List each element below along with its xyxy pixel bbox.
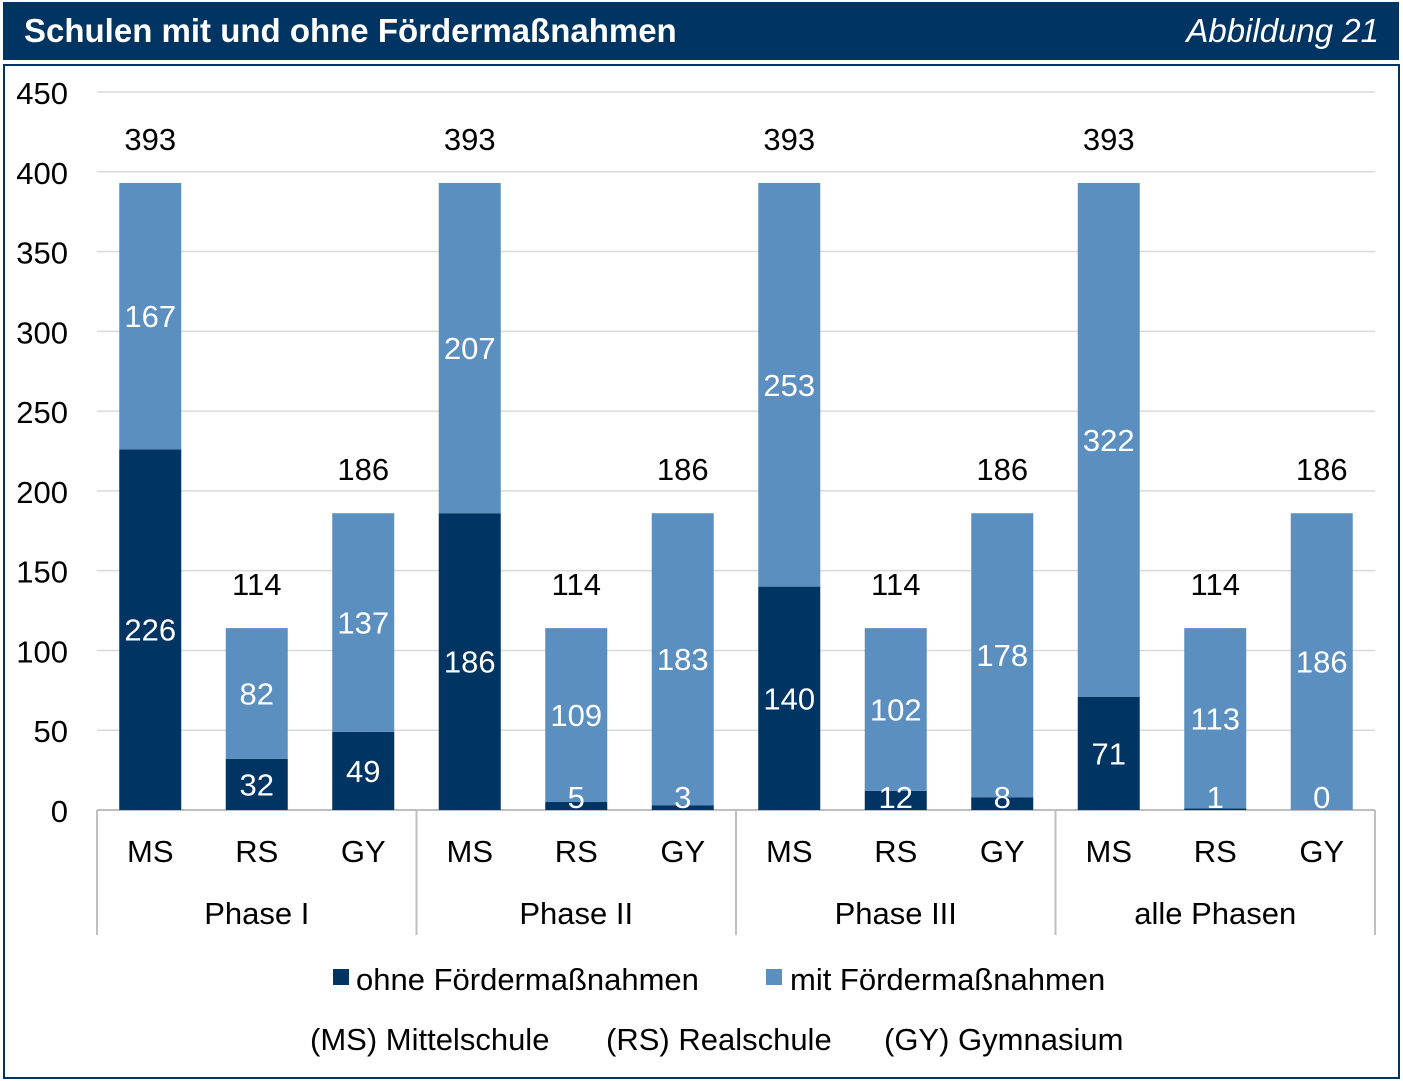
x-group-label: Phase I bbox=[204, 896, 309, 931]
legend-swatch-ohne bbox=[333, 969, 349, 985]
x-category-label: RS bbox=[555, 834, 598, 869]
data-label-ohne: 32 bbox=[240, 767, 274, 802]
data-label-ohne: 49 bbox=[346, 754, 380, 789]
bar-ohne bbox=[651, 805, 714, 810]
bar-mit bbox=[119, 182, 182, 450]
y-tick-label: 100 bbox=[16, 634, 68, 669]
data-label-total: 114 bbox=[1191, 567, 1240, 602]
data-label-ohne: 5 bbox=[568, 780, 585, 815]
bar-ohne bbox=[438, 513, 501, 810]
data-label-mit: 207 bbox=[444, 331, 496, 366]
bar-ohne bbox=[119, 449, 182, 810]
data-label-mit: 109 bbox=[550, 698, 602, 733]
x-category-label: GY bbox=[980, 834, 1025, 869]
data-label-ohne: 140 bbox=[763, 681, 815, 716]
y-tick-label: 450 bbox=[16, 76, 68, 111]
data-label-mit: 183 bbox=[657, 642, 709, 677]
bar-ohne bbox=[332, 731, 395, 810]
data-label-total: 186 bbox=[976, 452, 1028, 487]
chart-title: Schulen mit und ohne Fördermaßnahmen bbox=[24, 12, 677, 49]
x-category-label: MS bbox=[447, 834, 494, 869]
bar-mit bbox=[438, 182, 501, 514]
y-tick-label: 200 bbox=[16, 475, 68, 510]
data-label-ohne: 71 bbox=[1092, 736, 1126, 771]
bar-mit bbox=[332, 513, 395, 732]
abbreviation-note: (MS) Mittelschule bbox=[310, 1022, 549, 1057]
x-category-label: MS bbox=[127, 834, 174, 869]
x-group-label: Phase III bbox=[835, 896, 957, 931]
data-label-mit: 102 bbox=[870, 692, 922, 727]
y-tick-label: 400 bbox=[16, 156, 68, 191]
bar-mit bbox=[1290, 513, 1353, 810]
bar-ohne bbox=[864, 790, 927, 810]
data-label-mit: 167 bbox=[124, 299, 176, 334]
bar-mit bbox=[1184, 628, 1247, 809]
bar-mit bbox=[1077, 182, 1140, 697]
bar-mit bbox=[651, 513, 714, 806]
data-label-total: 186 bbox=[337, 452, 389, 487]
data-label-total: 393 bbox=[1083, 122, 1135, 157]
legend-label-ohne: ohne Fördermaßnahmen bbox=[356, 962, 699, 997]
data-label-total: 186 bbox=[1296, 452, 1348, 487]
bar-ohne bbox=[971, 797, 1034, 810]
x-category-label: GY bbox=[660, 834, 705, 869]
legend-label-mit: mit Fördermaßnahmen bbox=[790, 962, 1105, 997]
data-label-total: 114 bbox=[232, 567, 281, 602]
figure-label: Abbildung 21 bbox=[1186, 12, 1379, 49]
data-label-ohne: 8 bbox=[994, 780, 1011, 815]
bar-mit bbox=[225, 628, 288, 759]
y-tick-label: 0 bbox=[51, 794, 68, 829]
data-label-total: 393 bbox=[444, 122, 496, 157]
data-label-mit: 253 bbox=[763, 368, 815, 403]
y-tick-label: 300 bbox=[16, 315, 68, 350]
x-category-label: GY bbox=[1299, 834, 1344, 869]
x-category-label: RS bbox=[874, 834, 917, 869]
x-group-label: Phase II bbox=[519, 896, 633, 931]
abbreviation-note: (GY) Gymnasium bbox=[884, 1022, 1123, 1057]
bar-ohne bbox=[758, 586, 821, 810]
data-label-ohne: 226 bbox=[124, 613, 176, 648]
data-label-ohne: 12 bbox=[879, 780, 913, 815]
chart-header: Schulen mit und ohne Fördermaßnahmen Abb… bbox=[3, 2, 1399, 60]
x-category-label: RS bbox=[235, 834, 278, 869]
bar-ohne bbox=[1184, 808, 1247, 810]
data-label-mit: 82 bbox=[240, 677, 274, 712]
bar-ohne bbox=[1077, 696, 1140, 810]
chart-frame bbox=[3, 64, 1400, 1079]
data-label-total: 186 bbox=[657, 452, 709, 487]
data-label-ohne: 0 bbox=[1313, 780, 1330, 815]
data-label-total: 393 bbox=[124, 122, 176, 157]
data-label-mit: 137 bbox=[337, 606, 389, 641]
y-tick-label: 50 bbox=[34, 714, 68, 749]
data-label-ohne: 3 bbox=[674, 780, 691, 815]
x-category-label: MS bbox=[766, 834, 813, 869]
data-label-mit: 186 bbox=[1296, 645, 1348, 680]
legend-swatch-mit bbox=[766, 969, 782, 985]
y-tick-label: 150 bbox=[16, 555, 68, 590]
x-category-label: GY bbox=[341, 834, 386, 869]
data-label-total: 393 bbox=[763, 122, 815, 157]
y-tick-label: 350 bbox=[16, 236, 68, 271]
data-label-total: 114 bbox=[871, 567, 920, 602]
bar-ohne bbox=[225, 758, 288, 810]
data-label-total: 114 bbox=[552, 567, 601, 602]
data-label-ohne: 1 bbox=[1207, 780, 1224, 815]
data-label-mit: 178 bbox=[976, 638, 1028, 673]
bar-mit bbox=[758, 182, 821, 587]
x-category-label: MS bbox=[1086, 834, 1133, 869]
data-label-ohne: 186 bbox=[444, 645, 496, 680]
bar-mit bbox=[864, 628, 927, 791]
bar-ohne bbox=[545, 802, 608, 810]
abbreviation-note: (RS) Realschule bbox=[606, 1022, 832, 1057]
data-label-mit: 322 bbox=[1083, 423, 1135, 458]
bar-mit bbox=[971, 513, 1034, 798]
x-group-label: alle Phasen bbox=[1134, 896, 1296, 931]
data-label-mit: 113 bbox=[1191, 701, 1240, 736]
y-tick-label: 250 bbox=[16, 395, 68, 430]
x-category-label: RS bbox=[1194, 834, 1237, 869]
bar-mit bbox=[545, 628, 608, 803]
